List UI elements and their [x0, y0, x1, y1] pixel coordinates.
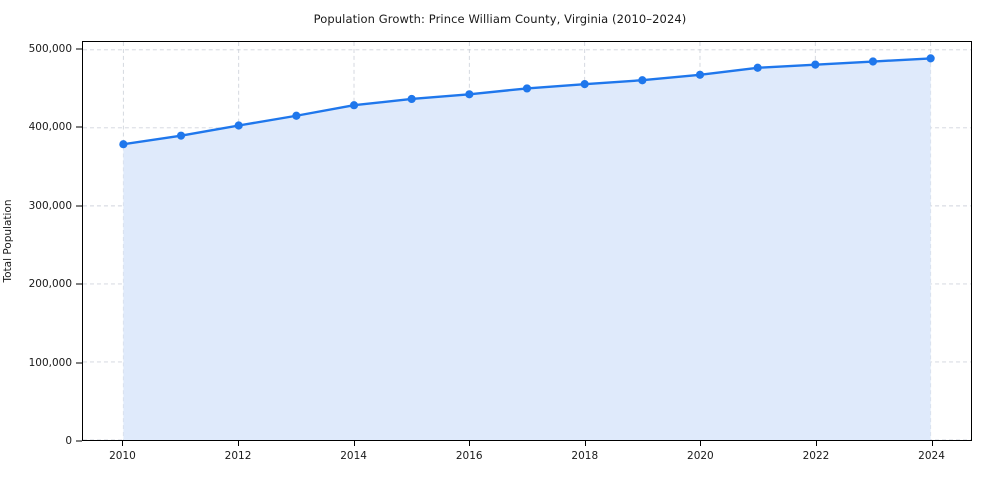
data-point-2010 [119, 140, 128, 149]
x-tick-mark [238, 441, 240, 446]
y-tick-label: 500,000 [28, 42, 72, 55]
x-tick-mark [122, 441, 124, 446]
x-tick-label: 2014 [340, 450, 367, 462]
x-axis-tick-labels: 2010 2012 2014 2016 2018 2020 2022 2024 [0, 450, 1000, 470]
data-point-2014 [349, 101, 359, 110]
y-tick-label: 300,000 [28, 199, 72, 212]
plot-area [82, 41, 972, 441]
data-point-2019 [638, 76, 647, 85]
x-tick-label: 2012 [224, 450, 252, 462]
y-tick-label: 200,000 [28, 278, 72, 291]
y-tick-mark [76, 48, 82, 50]
data-point-2012 [234, 121, 243, 130]
x-tick-label: 2010 [109, 450, 136, 462]
data-point-2013 [292, 111, 301, 120]
y-tick-mark [76, 126, 82, 128]
data-point-2018 [580, 80, 589, 89]
y-tick-mark [76, 440, 82, 442]
y-tick-mark [76, 362, 82, 364]
x-tick-label: 2022 [802, 450, 830, 462]
chart-title: Population Growth: Prince William County… [313, 12, 687, 26]
x-tick-label: 2020 [687, 450, 714, 462]
y-tick-label: 0 [65, 435, 72, 447]
y-axis-tick-labels: 0 100,000 200,000 300,000 400,000 500,000 [0, 41, 72, 447]
data-point-2011 [176, 131, 186, 140]
data-point-2016 [465, 90, 474, 99]
data-point-2022 [811, 60, 820, 69]
data-point-2024 [926, 54, 935, 63]
y-tick-mark [76, 205, 82, 207]
data-point-2017 [522, 84, 532, 93]
y-tick-label: 400,000 [28, 121, 72, 134]
x-tick-label: 2018 [571, 450, 599, 462]
data-point-2015 [407, 94, 416, 104]
data-point-2023 [868, 57, 878, 66]
population-line-series [119, 54, 935, 440]
x-tick-mark [815, 441, 817, 446]
data-point-2021 [753, 63, 762, 72]
data-point-2020 [695, 70, 705, 79]
y-tick-mark [76, 283, 82, 285]
x-tick-label: 2016 [455, 450, 483, 462]
x-tick-label: 2024 [918, 450, 945, 462]
x-tick-mark [584, 441, 586, 446]
x-tick-mark [700, 441, 702, 446]
x-tick-mark [931, 441, 933, 446]
y-tick-label: 100,000 [28, 356, 72, 369]
x-tick-mark [469, 441, 471, 446]
x-tick-mark [353, 441, 355, 446]
